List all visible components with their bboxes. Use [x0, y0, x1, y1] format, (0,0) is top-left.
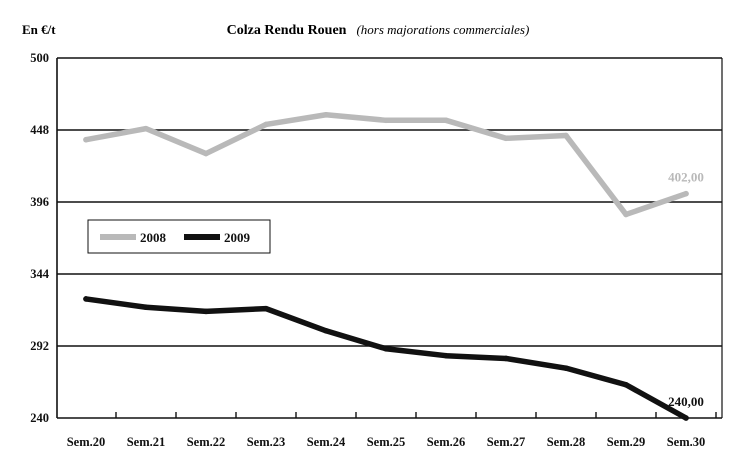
data-point-2008: [323, 111, 329, 118]
gridlines: [56, 57, 723, 418]
x-tick-label: Sem.27: [487, 435, 526, 449]
data-point-2008: [143, 125, 149, 132]
data-point-2009: [563, 365, 569, 371]
x-tick-label: Sem.25: [367, 435, 406, 449]
data-point-2008: [623, 211, 629, 218]
x-tick-label: Sem.28: [547, 435, 586, 449]
x-tick-label: Sem.22: [187, 435, 226, 449]
y-tick-label: 292: [30, 339, 49, 353]
x-tick-label: Sem.21: [127, 435, 166, 449]
data-point-2009: [383, 345, 389, 352]
x-tick-label: Sem.26: [427, 435, 466, 449]
data-point-2009: [503, 355, 509, 362]
data-point-2008: [443, 117, 449, 124]
legend: 2008 2009: [87, 219, 271, 254]
end-labels: 402,00 240,00: [668, 170, 704, 409]
data-point-2008: [83, 136, 89, 143]
legend-label-2008: 2008: [140, 230, 167, 245]
y-tick-label: 500: [30, 51, 49, 65]
data-point-2009: [143, 304, 149, 311]
legend-label-2009: 2009: [224, 230, 251, 245]
data-point-2009: [203, 308, 209, 315]
end-label-2008: 402,00: [668, 170, 704, 185]
y-tick-label: 240: [30, 411, 49, 425]
y-tick-label: 396: [30, 195, 49, 209]
y-axis-unit-label: En €/t: [22, 22, 56, 37]
series-line-2009: [83, 296, 689, 421]
data-point-2008: [683, 190, 689, 197]
data-point-2009: [323, 327, 329, 334]
data-point-2009: [83, 296, 89, 302]
data-point-2008: [263, 121, 269, 128]
data-point-2008: [383, 117, 389, 124]
series-lines: [83, 111, 689, 421]
x-tick-label: Sem.29: [607, 435, 646, 449]
chart-title-group: Colza Rendu Rouen (hors majorations comm…: [227, 21, 530, 38]
x-tick-label: Sem.30: [667, 435, 706, 449]
data-point-2008: [503, 135, 509, 142]
end-label-2009: 240,00: [668, 394, 704, 409]
data-point-2009: [443, 352, 449, 359]
chart-subtitle: (hors majorations commerciales): [356, 22, 529, 37]
y-tick-labels: 500 448 396 344 292 240: [30, 51, 50, 425]
data-point-2008: [563, 132, 569, 139]
data-point-2009: [263, 305, 269, 312]
data-point-2009: [683, 415, 689, 421]
data-point-2009: [623, 381, 629, 388]
data-point-2008: [203, 150, 209, 157]
x-tick-label: Sem.24: [307, 435, 346, 449]
chart-title: Colza Rendu Rouen: [227, 23, 347, 38]
y-tick-label: 448: [30, 123, 49, 137]
x-axis: Sem.20 Sem.21 Sem.22 Sem.23 Sem.24 Sem.25 Sem.…: [57, 412, 722, 449]
y-tick-label: 344: [30, 267, 50, 281]
x-tick-label: Sem.23: [247, 435, 286, 449]
x-tick-label: Sem.20: [67, 435, 106, 449]
